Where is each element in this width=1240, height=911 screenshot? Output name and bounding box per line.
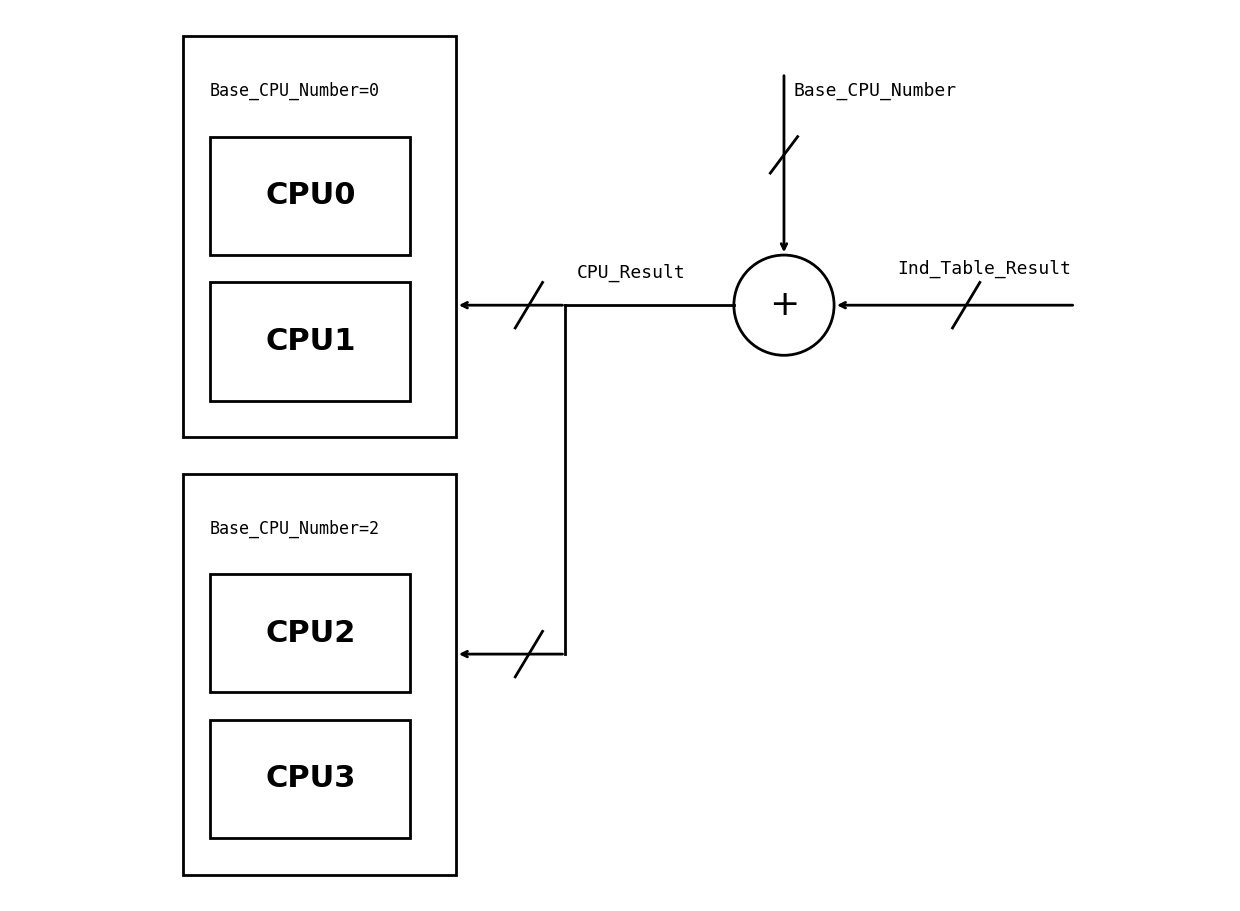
FancyBboxPatch shape (182, 474, 456, 875)
Text: CPU0: CPU0 (265, 181, 356, 210)
FancyBboxPatch shape (210, 720, 410, 838)
Text: Ind_Table_Result: Ind_Table_Result (897, 260, 1071, 278)
Text: Base_CPU_Number=2: Base_CPU_Number=2 (210, 519, 379, 537)
Text: CPU3: CPU3 (265, 764, 356, 793)
FancyBboxPatch shape (210, 137, 410, 255)
Text: CPU2: CPU2 (265, 619, 356, 648)
Text: +: + (769, 288, 799, 322)
Text: CPU1: CPU1 (265, 327, 356, 356)
Text: Base_CPU_Number: Base_CPU_Number (794, 82, 956, 100)
Text: CPU_Result: CPU_Result (577, 264, 686, 282)
FancyBboxPatch shape (210, 282, 410, 401)
FancyBboxPatch shape (210, 574, 410, 692)
FancyBboxPatch shape (182, 36, 456, 437)
Text: Base_CPU_Number=0: Base_CPU_Number=0 (210, 82, 379, 100)
